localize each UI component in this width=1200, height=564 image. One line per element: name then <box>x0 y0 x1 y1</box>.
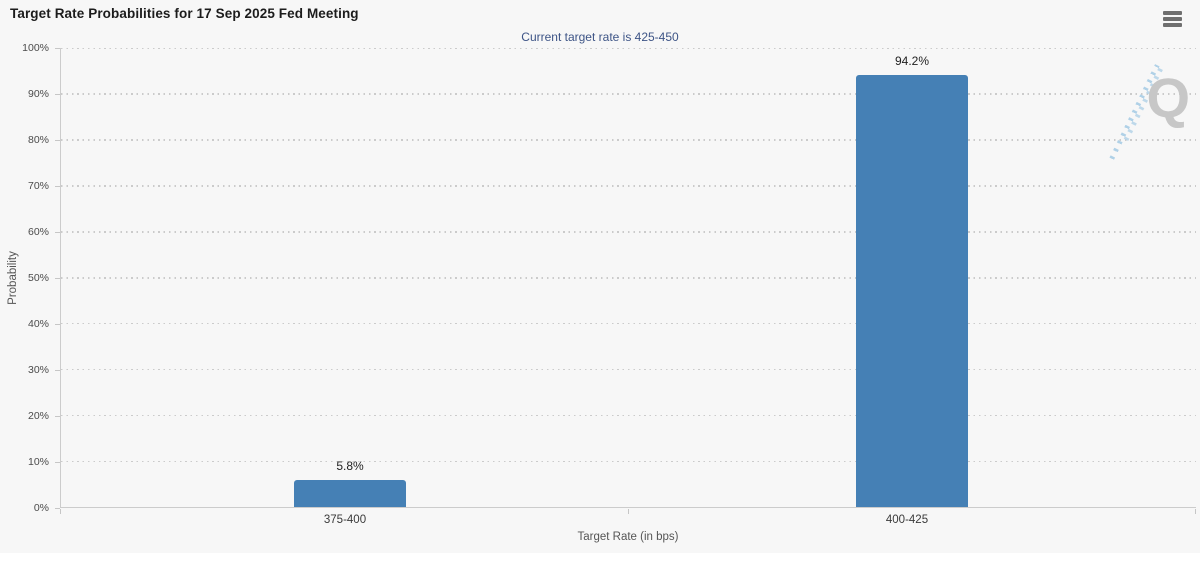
y-tick-label: 70% <box>27 180 49 192</box>
y-tick-mark <box>55 369 60 371</box>
y-tick-label: 50% <box>27 272 49 284</box>
hamburger-icon <box>1163 23 1182 27</box>
watermark-dashes-icon <box>1109 64 1160 160</box>
hamburger-icon <box>1163 11 1182 15</box>
y-axis-title: Probability <box>7 251 19 305</box>
y-tick-label: 90% <box>27 88 49 100</box>
gridline <box>61 231 1196 233</box>
y-tick-mark <box>55 231 60 233</box>
gridline <box>61 277 1196 279</box>
gridline <box>61 47 1196 49</box>
y-tick-label: 80% <box>27 134 49 146</box>
y-tick-label: 40% <box>27 318 49 330</box>
y-tick-mark <box>55 507 60 509</box>
gridline <box>61 322 1196 325</box>
x-axis-tick <box>1195 509 1196 514</box>
y-tick-mark <box>55 185 60 187</box>
x-axis-tick <box>628 509 629 514</box>
y-tick-mark <box>55 277 60 279</box>
y-tick-label: 10% <box>27 456 49 468</box>
hamburger-icon <box>1163 17 1182 21</box>
y-tick-mark <box>55 461 60 463</box>
gridline <box>61 460 1196 463</box>
y-axis: 0% 10% 20% 30% 40% 50% 60% 70% 80% 90% 100% <box>0 42 60 514</box>
chart-subtitle: Current target rate is 425-450 <box>521 30 679 44</box>
bar-value-label: 5.8% <box>336 459 364 474</box>
gridline <box>61 139 1196 141</box>
x-category-label: 375-400 <box>323 514 367 526</box>
gridline <box>61 185 1196 187</box>
bar-375-400[interactable] <box>294 480 406 507</box>
quikstrike-watermark: Q <box>1109 58 1190 168</box>
x-axis-tick <box>60 509 61 514</box>
bar-value-label: 94.2% <box>894 53 930 68</box>
bar-400-425[interactable] <box>856 74 968 507</box>
bar-group-375-400: 5.8% <box>294 48 406 507</box>
bar-group-400-425: 94.2% <box>856 48 968 507</box>
gridline <box>61 368 1196 371</box>
y-tick-label: 20% <box>27 410 49 422</box>
y-tick-label: 60% <box>27 226 49 238</box>
q-logo-icon: Q <box>1146 66 1190 129</box>
gridline <box>61 414 1196 417</box>
plot-area: Q 5.8% 94.2% <box>60 47 1196 508</box>
y-tick-mark <box>55 323 60 325</box>
y-tick-label: 0% <box>33 502 49 514</box>
gridline <box>61 93 1196 95</box>
y-tick-mark <box>55 47 60 49</box>
y-tick-mark <box>55 415 60 417</box>
chart-context-menu-button[interactable] <box>1163 9 1185 29</box>
watermark-dashes-icon <box>1123 66 1164 142</box>
x-category-label: 400-425 <box>885 514 929 526</box>
y-tick-label: 30% <box>27 364 49 376</box>
y-tick-mark <box>55 139 60 141</box>
chart-title: Target Rate Probabilities for 17 Sep 202… <box>10 6 359 21</box>
y-tick-label: 100% <box>22 42 49 54</box>
y-tick-mark <box>55 93 60 95</box>
x-axis-title: Target Rate (in bps) <box>577 531 679 543</box>
